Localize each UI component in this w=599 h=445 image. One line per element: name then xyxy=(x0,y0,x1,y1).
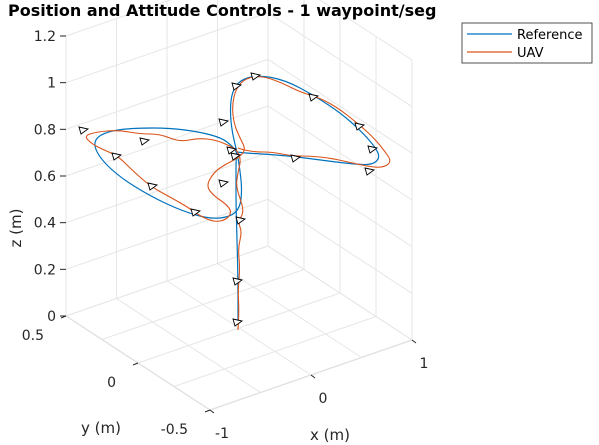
attitude-marker xyxy=(290,154,302,163)
chart-title: Position and Attitude Controls - 1 waypo… xyxy=(8,1,436,20)
grid-line xyxy=(267,12,413,108)
attitude-marker xyxy=(308,93,320,102)
legend: Reference UAV xyxy=(461,22,593,64)
z-tick-label: 1 xyxy=(47,76,56,92)
attitude-marker xyxy=(218,118,230,127)
z-tick-label: 1.2 xyxy=(34,29,56,45)
attitude-marker xyxy=(364,167,376,176)
x-tick-mark xyxy=(310,374,316,379)
attitude-marker xyxy=(354,122,366,131)
z-tick-label: 0.2 xyxy=(34,262,56,278)
y-tick-label: 0.5 xyxy=(22,328,44,344)
attitude-marker xyxy=(190,208,202,217)
z-axis-label: z (m) xyxy=(7,209,25,248)
grid-line xyxy=(65,0,172,37)
grid-line xyxy=(65,12,269,84)
y-tick-label: -0.5 xyxy=(161,422,188,438)
grid-line xyxy=(65,245,269,317)
grid-line xyxy=(267,198,413,294)
z-tick-label: 0.6 xyxy=(34,169,56,185)
x-axis-label: x (m) xyxy=(310,426,350,444)
z-tick-label: 0.8 xyxy=(34,122,56,138)
legend-label-uav: UAV xyxy=(517,46,544,61)
series-uav-line xyxy=(85,76,391,331)
x-tick-mark xyxy=(411,339,417,344)
x-tick-label: 1 xyxy=(420,356,429,372)
attitude-marker xyxy=(232,318,244,327)
grid-line xyxy=(173,316,377,387)
attitude-marker xyxy=(78,126,90,135)
grid-line xyxy=(65,152,269,224)
grid-line xyxy=(137,292,341,364)
y-tick-label: 0 xyxy=(107,375,116,391)
z-tick-label: 0.4 xyxy=(34,216,56,232)
grid-line xyxy=(319,0,413,61)
grid-line xyxy=(101,269,305,340)
x-tick-label: -1 xyxy=(215,426,229,442)
grid-line xyxy=(65,198,269,270)
legend-box xyxy=(461,22,593,64)
grid-line xyxy=(65,105,269,177)
y-tick-mark xyxy=(204,409,211,413)
grid-line xyxy=(267,245,413,341)
attitude-marker xyxy=(147,182,159,191)
attitude-marker xyxy=(230,152,242,161)
legend-label-reference: Reference xyxy=(517,28,582,43)
x-tick-label: 0 xyxy=(319,391,328,407)
attitude-marker xyxy=(218,179,230,188)
attitude-marker xyxy=(226,146,238,155)
attitude-marker xyxy=(250,72,262,81)
grid-line xyxy=(267,58,413,154)
attitude-marker xyxy=(111,152,123,161)
y-tick-mark xyxy=(132,362,139,366)
x-tick-mark xyxy=(209,409,215,414)
grid-line xyxy=(267,105,413,201)
z-tick-label: 0 xyxy=(47,309,56,325)
grid-line xyxy=(65,58,269,130)
attitude-marker xyxy=(139,137,151,146)
attitude-marker xyxy=(235,216,247,225)
y-axis-label: y (m) xyxy=(81,419,121,437)
grid-line xyxy=(267,152,413,248)
attitude-marker xyxy=(367,145,379,154)
attitude-markers xyxy=(78,72,379,327)
attitude-marker xyxy=(232,277,244,286)
attitude-marker xyxy=(231,82,243,91)
